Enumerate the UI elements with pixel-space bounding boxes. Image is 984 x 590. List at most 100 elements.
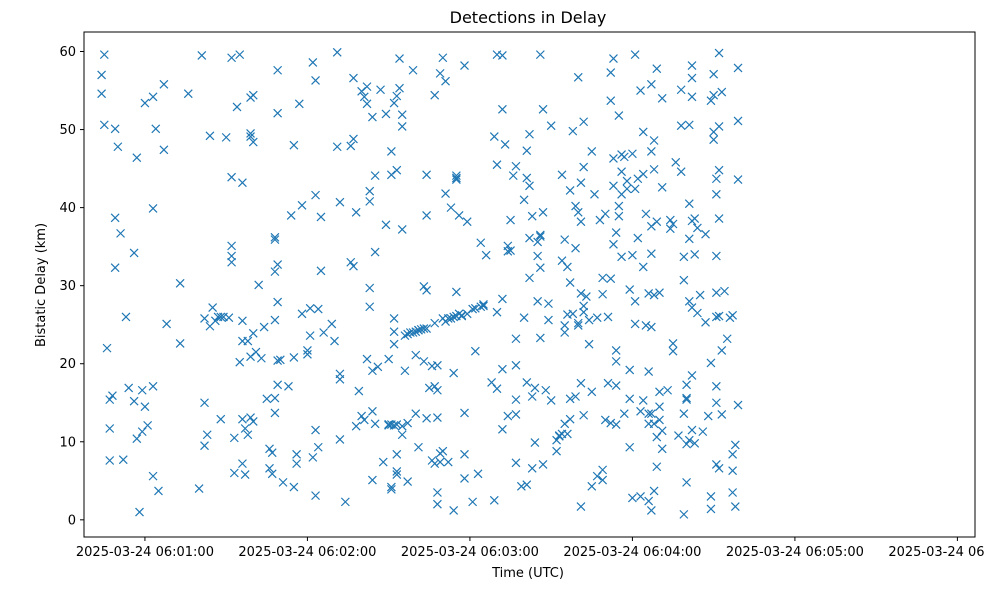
data-point (573, 321, 583, 330)
data-point (576, 378, 586, 388)
y-tick-label: 0 (68, 513, 76, 528)
data-point (470, 303, 480, 313)
data-point (240, 470, 250, 479)
x-tick-label: 2025-03-24 06:03:00 (401, 545, 539, 560)
data-point (682, 395, 692, 405)
data-point (644, 289, 654, 298)
data-point (403, 329, 413, 339)
data-point (386, 484, 396, 494)
data-point (538, 207, 548, 217)
data-point (627, 250, 637, 260)
data-point (714, 48, 724, 58)
data-point (267, 448, 277, 458)
data-point (373, 362, 383, 372)
data-point (698, 427, 708, 437)
data-point (619, 409, 629, 419)
data-point (711, 398, 721, 408)
data-point (587, 481, 597, 491)
data-point (419, 356, 429, 366)
data-point (657, 426, 667, 436)
data-point (248, 417, 258, 426)
data-point (110, 124, 120, 134)
data-point (638, 262, 648, 272)
data-point (684, 296, 694, 306)
data-point (730, 502, 740, 511)
data-point (430, 381, 440, 391)
data-point (129, 396, 139, 406)
data-point (403, 477, 413, 487)
data-point (303, 349, 312, 359)
data-point (684, 120, 694, 130)
data-point (644, 367, 654, 376)
data-point (362, 354, 372, 364)
data-point (346, 141, 356, 151)
data-point (432, 385, 442, 395)
data-point (711, 312, 721, 322)
data-point (511, 458, 521, 468)
data-point (711, 174, 721, 184)
data-point (573, 72, 583, 82)
data-point (97, 89, 107, 99)
data-point (422, 210, 432, 220)
data-point (709, 90, 719, 100)
data-point (481, 250, 491, 260)
data-point (617, 167, 627, 177)
data-point (243, 336, 253, 346)
data-point (175, 278, 185, 288)
chart-title: Detections in Delay (450, 8, 607, 27)
data-point (392, 165, 402, 175)
data-point (492, 384, 502, 394)
data-point (275, 355, 285, 365)
data-point (568, 126, 578, 136)
data-point (443, 457, 453, 467)
data-point (530, 438, 540, 447)
data-point (641, 209, 651, 219)
data-point (208, 303, 218, 312)
data-point (229, 468, 239, 478)
data-point (389, 339, 399, 349)
data-point (200, 441, 209, 451)
data-point (728, 466, 738, 476)
data-point (254, 280, 264, 290)
data-point (148, 381, 158, 391)
data-point (525, 129, 534, 139)
data-point (503, 246, 513, 256)
data-point (227, 257, 237, 267)
data-point (227, 251, 237, 261)
data-point (598, 465, 608, 475)
data-point (682, 477, 692, 487)
data-point (676, 121, 686, 131)
data-point (722, 334, 732, 344)
data-point (617, 252, 627, 262)
data-point (183, 89, 193, 99)
data-point (137, 385, 147, 395)
data-point (451, 171, 461, 181)
data-point (576, 289, 586, 298)
data-point (728, 488, 738, 497)
data-point (497, 50, 507, 60)
data-point (581, 292, 591, 302)
data-point (243, 430, 253, 440)
data-point (378, 457, 388, 467)
data-point (711, 251, 721, 261)
data-point (397, 225, 407, 234)
data-point (278, 477, 288, 487)
data-point (365, 283, 375, 293)
data-point (202, 430, 212, 440)
data-point (424, 383, 434, 393)
data-point (649, 419, 659, 429)
data-point (679, 409, 689, 419)
data-point (335, 197, 345, 207)
data-point (316, 266, 326, 276)
data-point (311, 491, 320, 501)
data-point (229, 433, 239, 443)
x-tick-label: 2025-03-24 06:01:00 (76, 545, 214, 560)
data-point (533, 237, 543, 247)
data-point (714, 214, 724, 223)
data-point (346, 257, 356, 267)
data-point (367, 366, 377, 376)
data-point (118, 455, 128, 465)
data-point (403, 418, 413, 428)
data-point (511, 410, 521, 419)
